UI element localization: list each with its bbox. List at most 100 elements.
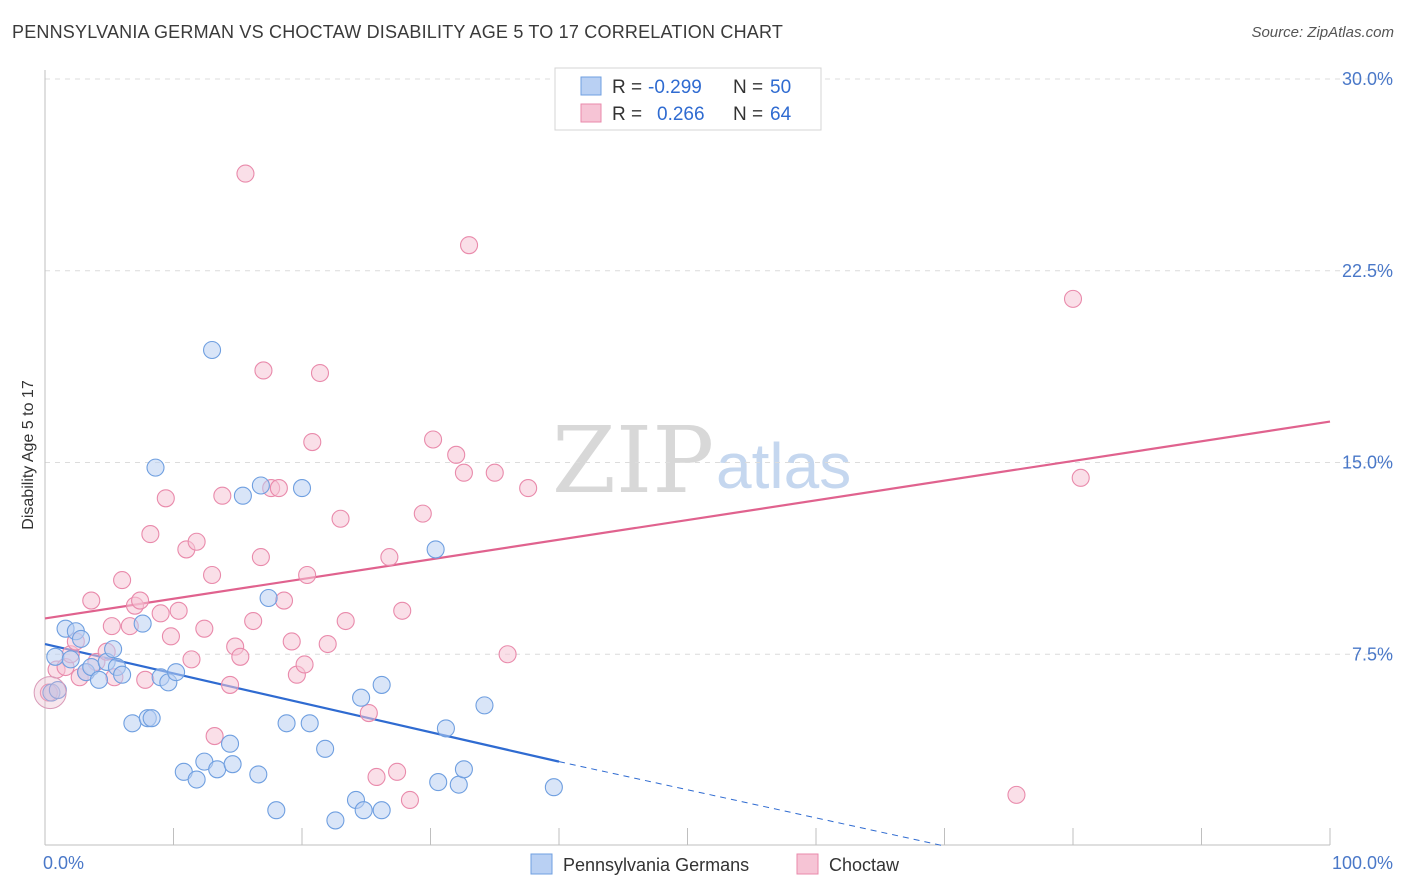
point-pennsylvania-germans bbox=[251, 476, 270, 495]
point-choctaw bbox=[254, 361, 273, 380]
legend-r-value-1: -0.299 bbox=[648, 77, 702, 98]
point-choctaw bbox=[151, 604, 170, 623]
point-pennsylvania-germans bbox=[372, 801, 391, 820]
point-pennsylvania-germans bbox=[89, 670, 109, 689]
point-choctaw bbox=[269, 479, 288, 498]
point-pennsylvania-germans bbox=[316, 739, 335, 758]
y-tick-label: 22.5% bbox=[1342, 261, 1393, 281]
point-choctaw bbox=[336, 611, 355, 631]
series-legend-label-choctaw: Choctaw bbox=[829, 855, 900, 875]
point-choctaw bbox=[1007, 785, 1026, 804]
point-choctaw bbox=[244, 611, 263, 631]
point-choctaw bbox=[187, 532, 206, 551]
point-pennsylvania-germans bbox=[208, 760, 227, 779]
point-choctaw bbox=[82, 591, 101, 610]
point-choctaw bbox=[298, 565, 317, 585]
series-legend: Pennsylvania Germans Choctaw bbox=[530, 853, 900, 875]
point-choctaw bbox=[447, 445, 466, 464]
point-pennsylvania-germans bbox=[300, 714, 319, 733]
point-choctaw bbox=[169, 601, 188, 620]
point-choctaw bbox=[203, 565, 222, 585]
point-pennsylvania-germans bbox=[426, 540, 445, 559]
point-pennsylvania-germans bbox=[61, 650, 80, 669]
point-choctaw bbox=[303, 432, 322, 452]
point-pennsylvania-germans bbox=[326, 811, 345, 830]
point-choctaw bbox=[359, 704, 378, 723]
point-choctaw bbox=[195, 619, 214, 638]
point-pennsylvania-germans bbox=[449, 775, 468, 794]
point-choctaw bbox=[367, 767, 386, 787]
point-choctaw bbox=[231, 647, 250, 666]
point-choctaw bbox=[251, 548, 270, 567]
legend-n-label-2: N = bbox=[733, 104, 763, 125]
chart-title: PENNSYLVANIA GERMAN VS CHOCTAW DISABILIT… bbox=[12, 22, 784, 42]
y-tick-labels: 7.5% 15.0% 22.5% 30.0% bbox=[1342, 69, 1393, 664]
point-pennsylvania-germans bbox=[292, 479, 312, 498]
data-points bbox=[33, 164, 1090, 830]
legend-n-label-1: N = bbox=[733, 77, 763, 98]
point-pennsylvania-germans bbox=[46, 647, 65, 666]
x-tick-label-max: 100.0% bbox=[1332, 853, 1393, 873]
point-pennsylvania-germans bbox=[475, 696, 494, 715]
point-pennsylvania-germans bbox=[220, 734, 240, 753]
y-axis-label: Disability Age 5 to 17 bbox=[20, 380, 37, 530]
point-pennsylvania-germans bbox=[352, 688, 371, 707]
point-pennsylvania-germans bbox=[429, 773, 448, 792]
x-tick-label-min: 0.0% bbox=[43, 853, 84, 873]
point-pennsylvania-germans bbox=[123, 714, 142, 733]
point-choctaw bbox=[1071, 468, 1090, 487]
point-pennsylvania-germans bbox=[436, 719, 455, 738]
point-choctaw bbox=[310, 363, 330, 383]
point-choctaw bbox=[295, 655, 314, 674]
point-pennsylvania-germans bbox=[267, 801, 286, 820]
point-choctaw bbox=[136, 670, 155, 689]
point-choctaw bbox=[519, 479, 538, 498]
point-choctaw bbox=[141, 525, 160, 544]
watermark-zip: ZIP bbox=[552, 407, 714, 514]
point-choctaw bbox=[274, 591, 294, 610]
legend-swatch-choctaw bbox=[580, 103, 602, 123]
legend-r-label-1: R = bbox=[612, 77, 642, 98]
point-choctaw bbox=[161, 627, 180, 646]
series-legend-swatch-pennsylvania bbox=[530, 853, 553, 875]
stats-legend: R = -0.299 N = 50 R = 0.266 N = 64 bbox=[554, 67, 822, 131]
point-choctaw bbox=[413, 504, 432, 523]
source-label: Source: ZipAtlas.com bbox=[1251, 24, 1394, 41]
trend-line-choctaw bbox=[44, 420, 1331, 620]
point-choctaw bbox=[380, 548, 399, 567]
trend-line-pennsylvania-germans-extension bbox=[558, 761, 945, 847]
point-choctaw bbox=[388, 762, 407, 781]
point-pennsylvania-germans bbox=[167, 663, 186, 682]
point-pennsylvania-germans bbox=[146, 458, 165, 477]
legend-n-value-1: 50 bbox=[770, 77, 791, 98]
point-choctaw bbox=[400, 790, 419, 810]
point-pennsylvania-germans bbox=[187, 770, 206, 789]
point-choctaw bbox=[182, 650, 201, 669]
point-pennsylvania-germans bbox=[454, 760, 473, 779]
trend-line-pennsylvania-germans bbox=[44, 642, 560, 763]
point-choctaw bbox=[213, 486, 232, 505]
point-choctaw bbox=[220, 675, 240, 694]
point-pennsylvania-germans bbox=[104, 640, 123, 659]
point-choctaw bbox=[205, 727, 224, 746]
trend-lines bbox=[44, 420, 1331, 847]
point-pennsylvania-germans bbox=[259, 588, 278, 608]
point-pennsylvania-germans bbox=[113, 665, 132, 684]
point-choctaw bbox=[236, 164, 255, 183]
legend-n-value-2: 64 bbox=[770, 104, 792, 125]
axes bbox=[44, 70, 1331, 846]
point-pennsylvania-germans bbox=[203, 340, 222, 360]
series-legend-swatch-choctaw bbox=[796, 853, 819, 875]
point-pennsylvania-germans bbox=[233, 486, 252, 505]
point-pennsylvania-germans bbox=[277, 714, 296, 733]
x-tick-labels: 0.0% 100.0% bbox=[43, 853, 1393, 873]
point-pennsylvania-germans bbox=[71, 629, 91, 648]
point-pennsylvania-germans bbox=[142, 709, 161, 728]
legend-swatch-pennsylvania bbox=[580, 76, 602, 96]
point-choctaw bbox=[498, 645, 517, 664]
y-tick-label: 30.0% bbox=[1342, 69, 1393, 89]
point-choctaw bbox=[102, 617, 121, 636]
point-choctaw bbox=[131, 591, 150, 610]
point-pennsylvania-germans bbox=[372, 675, 391, 694]
